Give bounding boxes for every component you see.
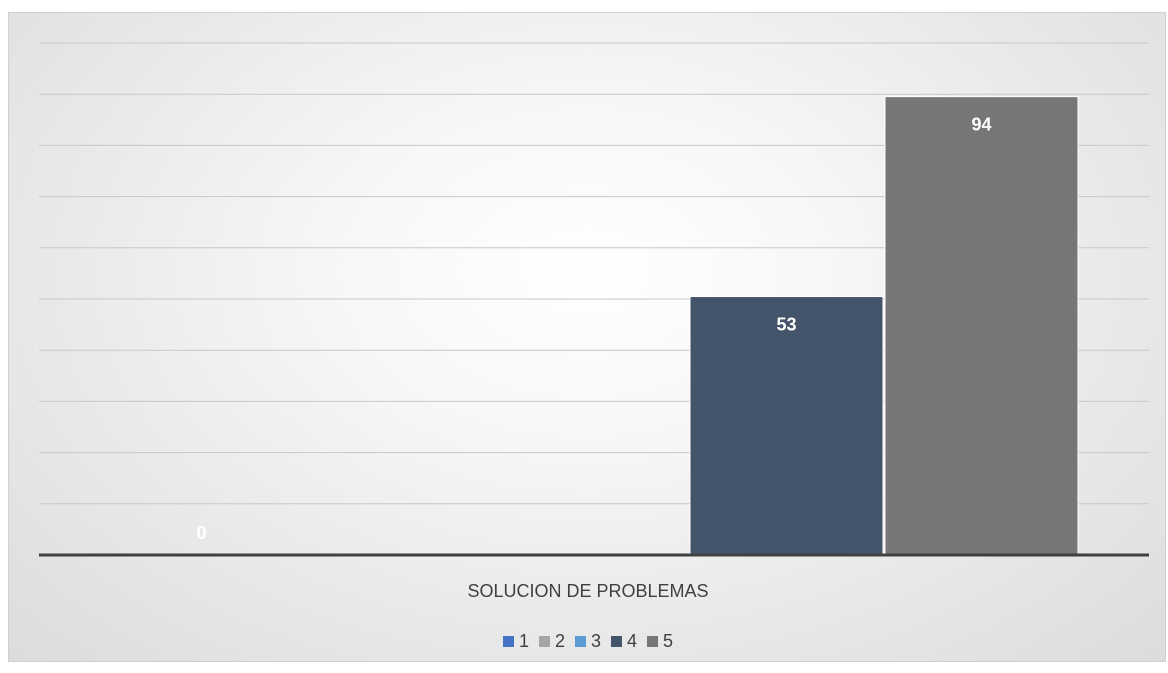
legend-item-2: 2 (538, 631, 565, 652)
legend-item-4: 4 (611, 631, 637, 652)
category-label: SOLUCION DE PROBLEMAS (467, 581, 709, 601)
legend-item-3: 3 (574, 631, 601, 652)
legend-swatch-2 (538, 636, 550, 647)
legend-swatch-4 (611, 636, 622, 647)
legend-item-1: 1 (502, 631, 529, 652)
legend-label-2: 2 (554, 631, 565, 651)
legend-swatch-1 (502, 636, 514, 647)
plot-area: 0 53 94 (39, 42, 1149, 557)
legend-label-3: 3 (590, 631, 601, 651)
bar-series-5 (884, 96, 1079, 556)
legend: 1 2 3 4 5 (9, 631, 1167, 652)
data-label-series-5: 94 (971, 115, 991, 135)
legend-swatch-5 (647, 636, 659, 647)
chart-area: 0 53 94 SOLUCION DE PROBLEMAS 1 2 3 4 5 (8, 12, 1166, 662)
legend-label-4: 4 (627, 631, 638, 651)
bar-series-4 (689, 296, 884, 556)
data-label-series-1: 0 (196, 523, 206, 543)
legend-label-5: 5 (663, 631, 674, 651)
legend-item-5: 5 (647, 631, 673, 652)
data-label-series-4: 53 (776, 315, 796, 335)
legend-label-1: 1 (518, 631, 529, 651)
legend-swatch-3 (574, 636, 586, 647)
